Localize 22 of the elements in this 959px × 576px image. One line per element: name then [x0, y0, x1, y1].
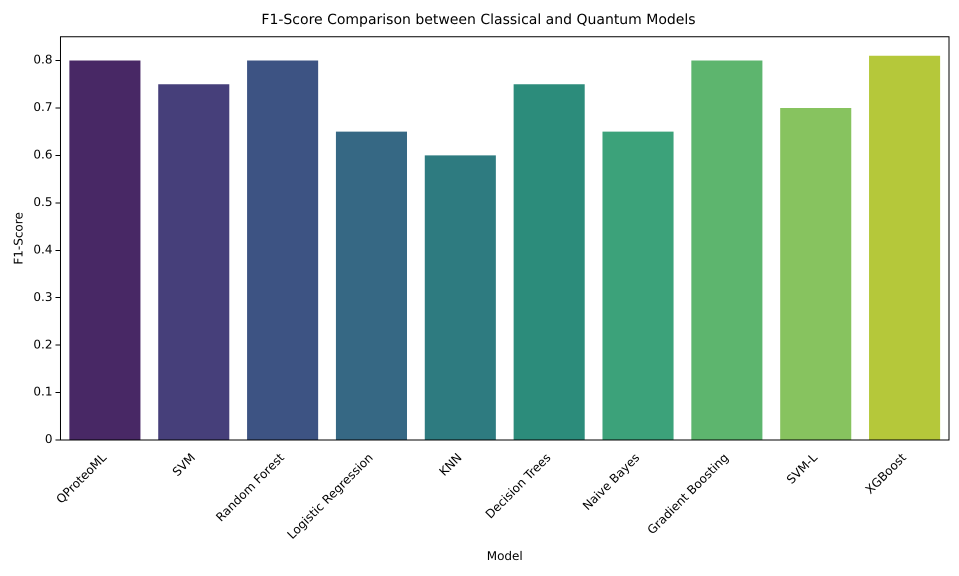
bar: [691, 60, 762, 440]
y-tick-label: 0.7: [33, 100, 52, 114]
chart-title: F1-Score Comparison between Classical and Quantum Models: [261, 12, 696, 28]
bar: [424, 155, 496, 440]
y-tick-label: 0.4: [33, 242, 52, 256]
y-tick-label: 0.5: [33, 194, 52, 209]
y-tick-label: 0.1: [33, 384, 52, 399]
bar: [602, 132, 674, 440]
bar: [336, 132, 408, 440]
y-tick-label: 0.8: [33, 52, 52, 67]
y-tick-label: 0.6: [33, 148, 52, 162]
bar: [158, 84, 230, 440]
bar: [780, 108, 852, 440]
bar: [869, 56, 940, 440]
bar: [69, 60, 140, 440]
y-tick-label: 0.3: [33, 290, 52, 304]
bar: [247, 60, 318, 440]
y-axis-title: F1-Score: [11, 212, 26, 265]
y-tick-label: 0: [44, 432, 52, 446]
y-tick-label: 0.2: [33, 337, 52, 352]
bar: [514, 84, 585, 440]
x-axis-title: Model: [486, 548, 523, 563]
